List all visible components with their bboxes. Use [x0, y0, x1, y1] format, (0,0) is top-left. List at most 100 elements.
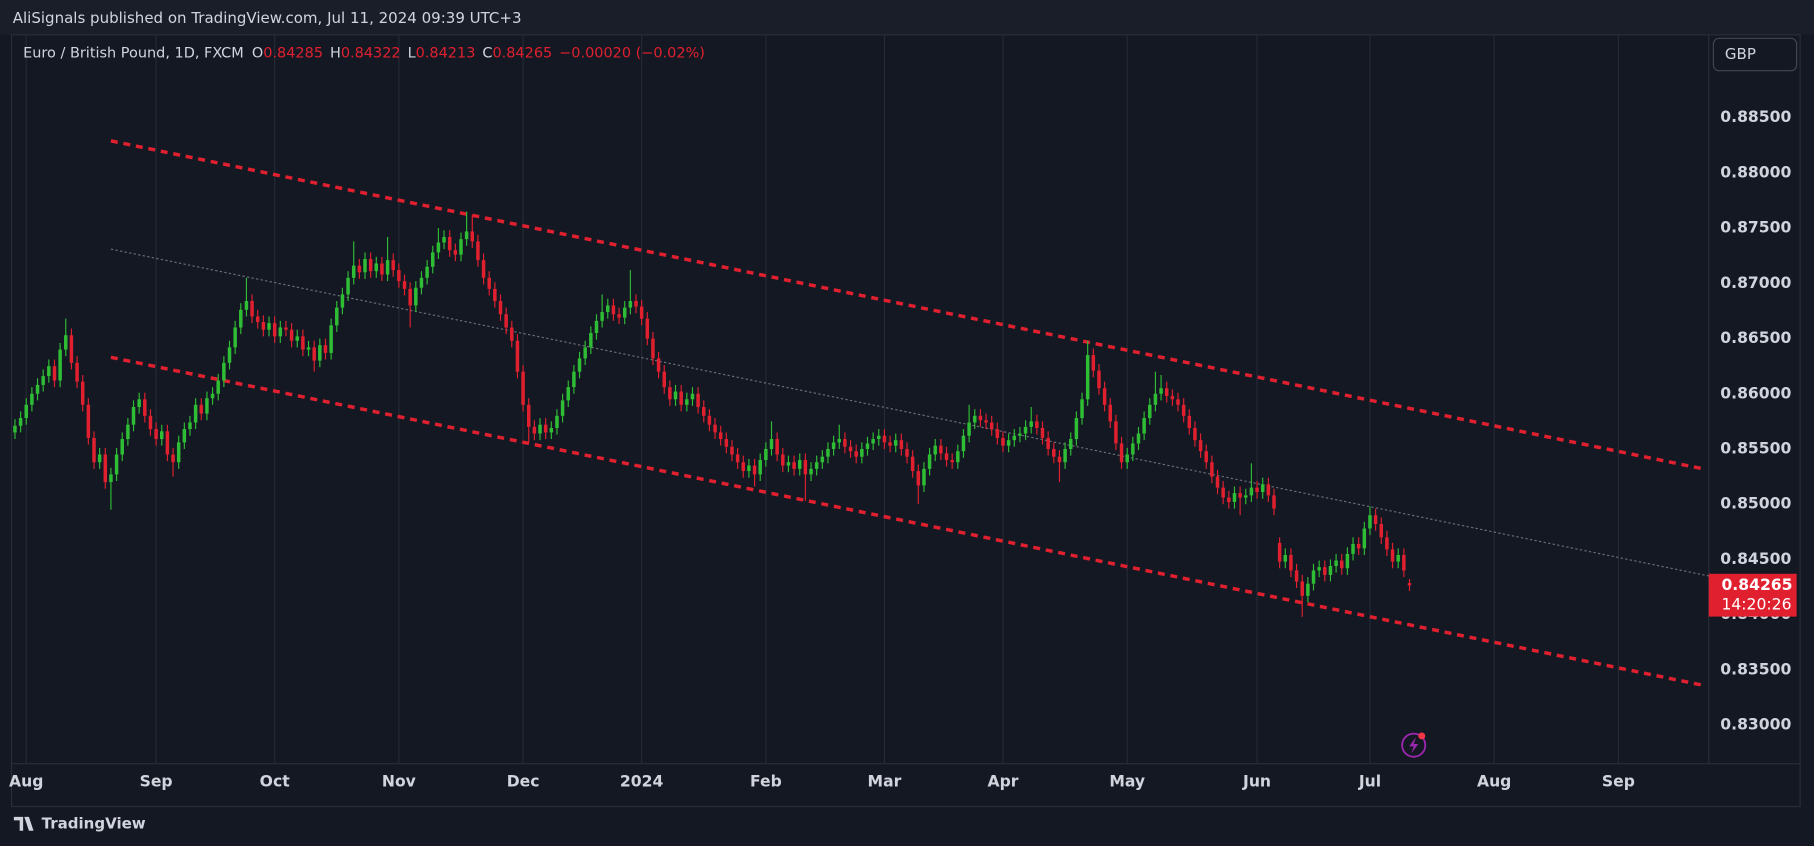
candle-body — [1125, 454, 1129, 463]
candle-body — [24, 404, 28, 419]
candle-body — [301, 336, 305, 350]
x-tick-label: Feb — [750, 773, 782, 791]
currency-button[interactable] — [1712, 37, 1798, 72]
x-tick-label: Jun — [1242, 773, 1271, 791]
candle-body — [995, 429, 1000, 438]
candle-body — [143, 399, 147, 416]
alert-icon[interactable] — [1401, 732, 1427, 758]
candle-body — [724, 439, 729, 447]
ohlc-value: 0.84265 — [492, 45, 552, 61]
candle-body — [899, 440, 904, 449]
legend: Euro / British Pound, 1D, FXCM O0.84285 H0… — [23, 45, 705, 61]
brand: TradingView — [42, 814, 146, 832]
candle-body — [222, 362, 226, 381]
candle-body — [1029, 421, 1033, 427]
candle-body — [363, 259, 367, 273]
candle-body — [820, 456, 825, 463]
candle-body — [13, 425, 17, 433]
candle-body — [498, 301, 503, 315]
candle-body — [1006, 440, 1011, 446]
candle-body — [978, 415, 983, 421]
candle-body — [707, 415, 712, 425]
candle-body — [1362, 528, 1367, 549]
alert-bolt — [1409, 737, 1419, 754]
candle-body — [854, 451, 858, 457]
candle-body — [752, 465, 757, 475]
candle-body — [622, 307, 627, 318]
candle-body — [487, 277, 491, 289]
candle-body — [92, 437, 96, 463]
candle-body — [1176, 399, 1180, 405]
candle-body — [843, 439, 847, 447]
candle-body — [560, 400, 565, 416]
candle-body — [306, 347, 311, 350]
candle-body — [583, 347, 587, 359]
candle-body — [318, 345, 322, 361]
candle-body — [1204, 451, 1208, 463]
candle-body — [1255, 487, 1259, 493]
candle-body — [131, 407, 136, 425]
candle-body — [18, 418, 23, 426]
candle-body — [662, 371, 666, 388]
y-tick-label: 0.85500 — [1720, 439, 1791, 457]
candle-body — [1068, 439, 1073, 449]
candle-body — [673, 391, 678, 400]
candle-body — [171, 454, 175, 463]
y-tick-label: 0.85000 — [1720, 495, 1791, 513]
candle-body — [199, 404, 204, 414]
candle-body — [764, 448, 768, 461]
candle-body — [1390, 549, 1395, 562]
candle-body — [419, 277, 424, 288]
candle-body — [250, 301, 254, 317]
candle-body — [1339, 560, 1344, 569]
candle-body — [786, 462, 791, 466]
candle-body — [272, 323, 277, 337]
y-tick-label: 0.87500 — [1720, 219, 1791, 237]
candle-body — [1238, 493, 1242, 498]
candle-body — [905, 448, 909, 457]
candle-body — [1074, 418, 1079, 440]
x-tick-label: May — [1109, 773, 1145, 791]
x-tick-label: Oct — [260, 773, 291, 791]
candle-body — [860, 448, 864, 457]
candle-body — [159, 431, 164, 440]
candle-body — [668, 387, 672, 400]
candle-body — [414, 287, 418, 306]
candle-body — [1289, 554, 1293, 571]
symbol: Euro / British Pound, 1D, FXCM — [23, 45, 244, 61]
candle-body — [464, 231, 469, 240]
candle-body — [916, 471, 921, 486]
trend-line — [110, 248, 1709, 577]
candle-body — [312, 347, 316, 361]
candle-body — [476, 241, 480, 261]
published-note: AliSignals published on TradingView.com,… — [13, 9, 522, 27]
candle-body — [1232, 493, 1237, 502]
candle-body — [1334, 560, 1338, 567]
candle-body — [939, 445, 943, 454]
candle-body — [628, 301, 633, 308]
currency[interactable]: GBP — [1725, 45, 1756, 63]
candle-body — [261, 321, 266, 330]
candle-body — [1080, 399, 1084, 419]
candle-body — [114, 454, 119, 475]
candle-body — [617, 314, 621, 318]
ohlc-label: L — [408, 45, 416, 61]
x-tick-label: Aug — [9, 773, 43, 791]
candle-body — [137, 399, 141, 408]
candle-body — [267, 323, 271, 330]
y-tick-label: 0.88000 — [1720, 163, 1791, 181]
candle-body — [340, 294, 345, 308]
candle-body — [538, 424, 542, 434]
candle-body — [52, 366, 57, 381]
candle-body — [831, 442, 836, 449]
y-tick-label: 0.83000 — [1720, 716, 1791, 734]
countdown: 14:20:26 — [1721, 596, 1791, 614]
candle-body — [1368, 515, 1372, 529]
candle-body — [1046, 437, 1050, 449]
y-tick-label: 0.84500 — [1720, 550, 1791, 568]
candle-body — [1164, 388, 1169, 396]
candle-body — [1198, 440, 1203, 452]
candle-body — [1328, 566, 1333, 575]
